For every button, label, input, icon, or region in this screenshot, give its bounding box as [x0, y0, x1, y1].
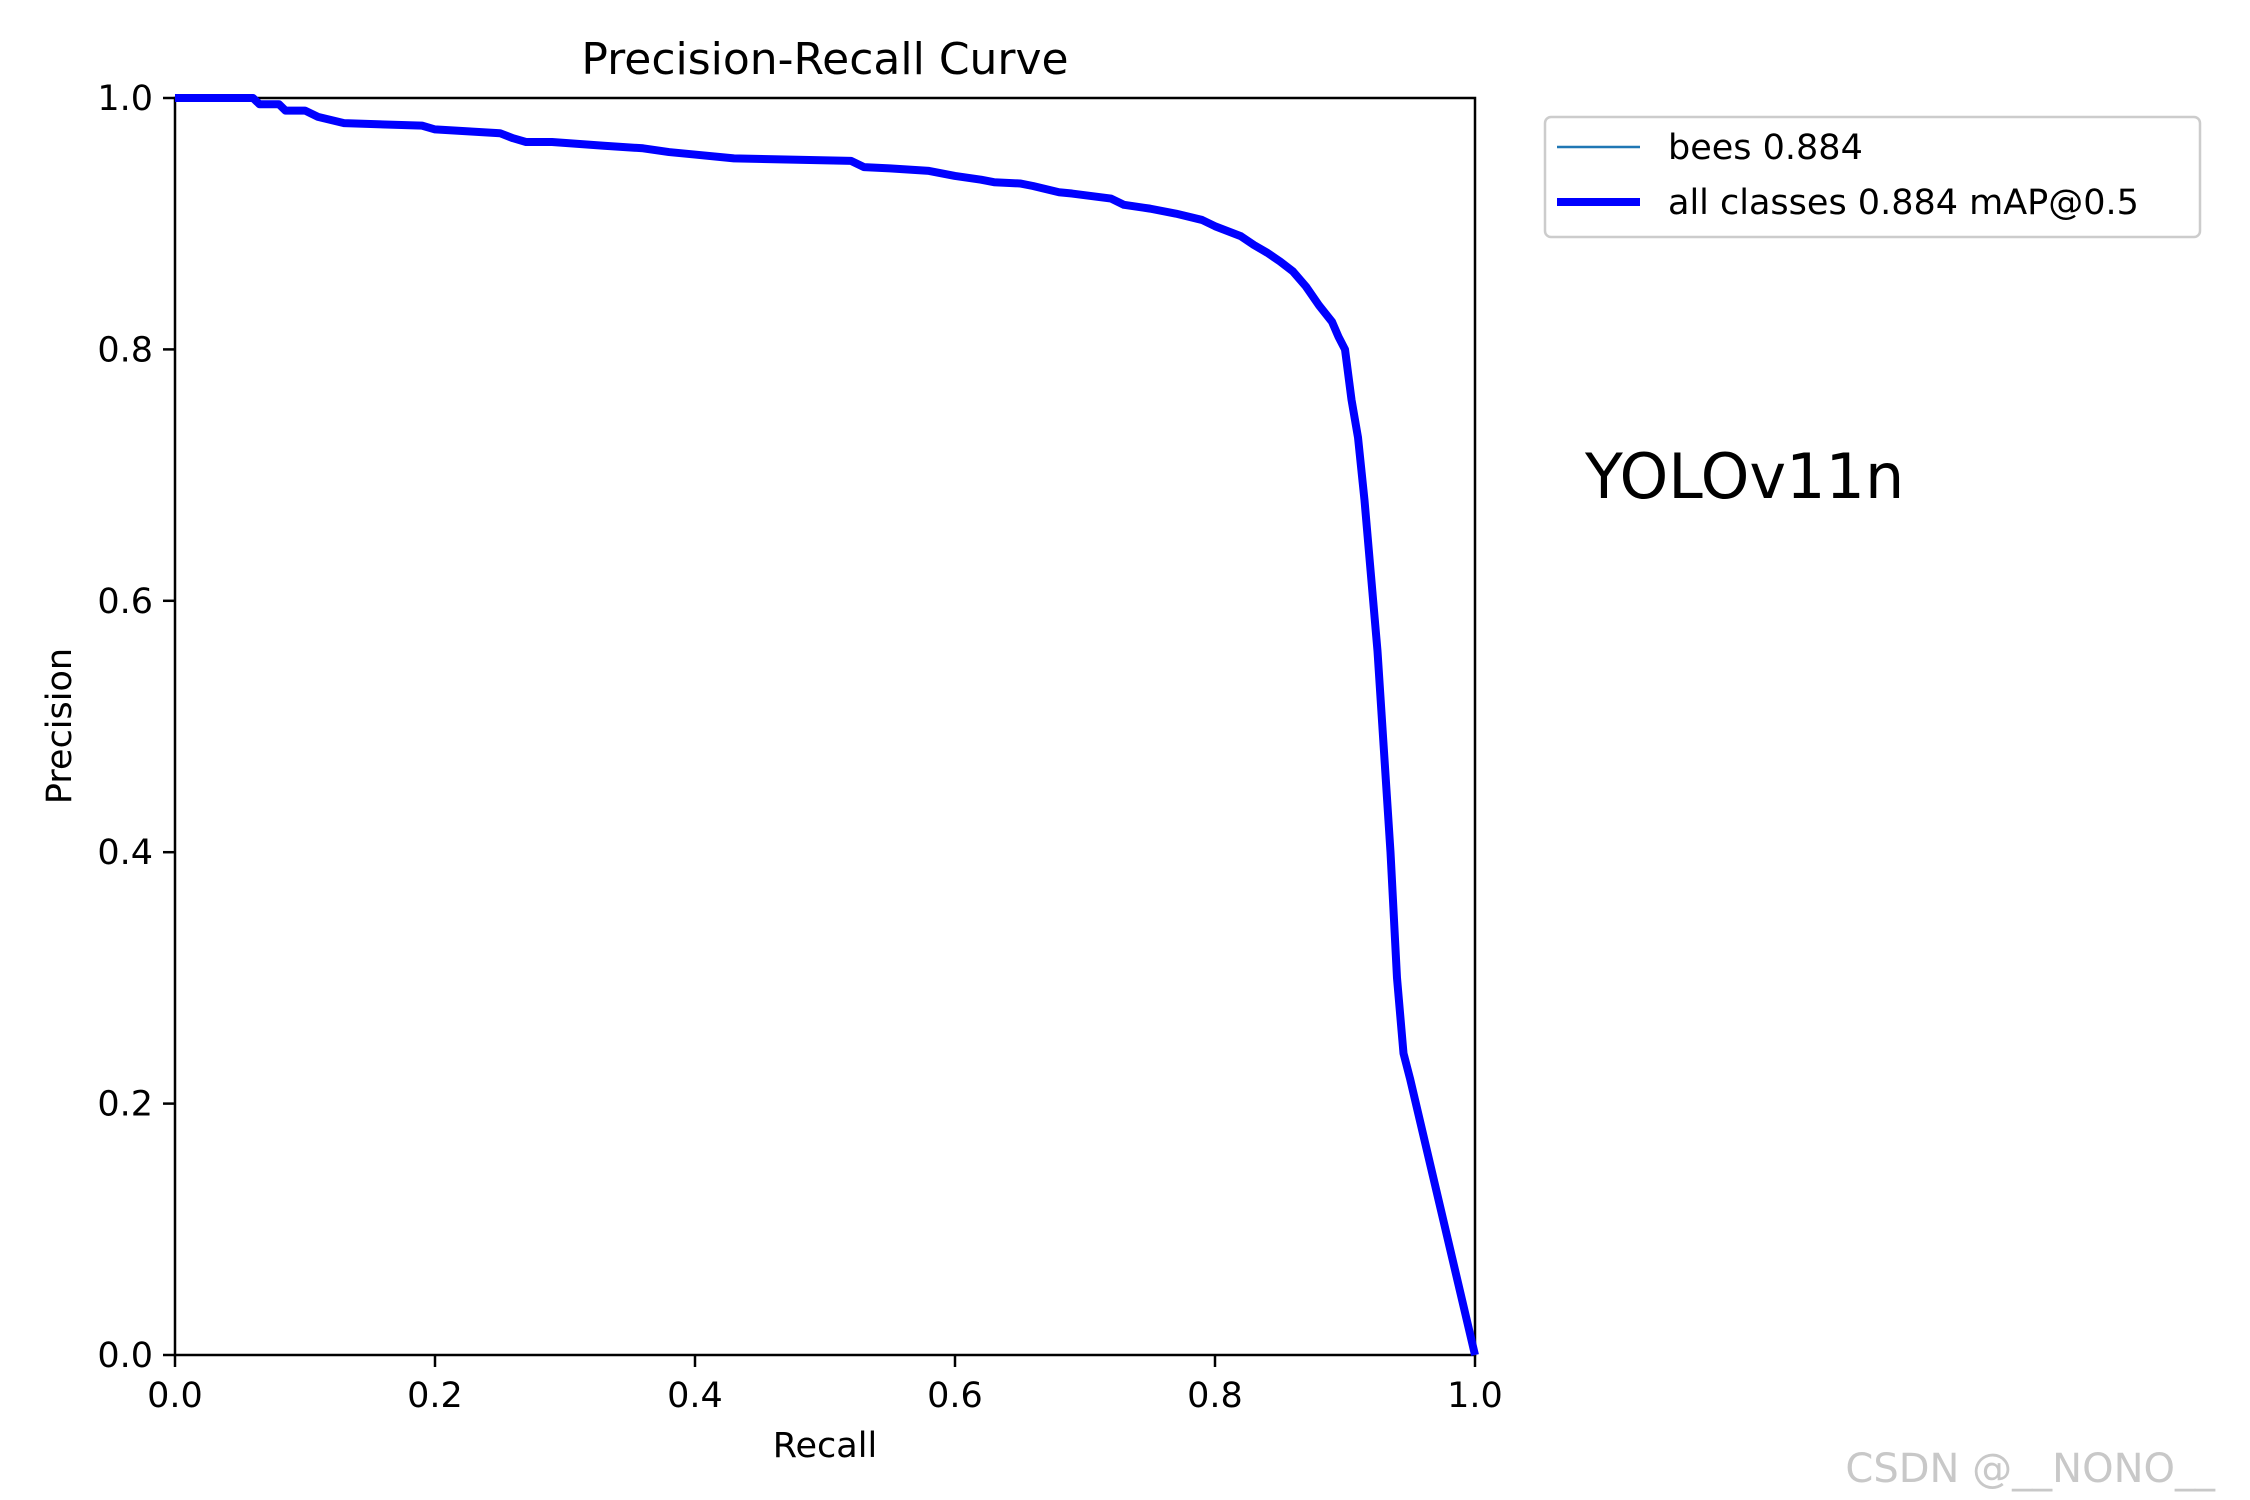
y-tick-label: 0.4 [97, 833, 153, 873]
model-annotation: YOLOv11n [1584, 440, 1904, 513]
y-tick-label: 0.0 [97, 1336, 153, 1376]
x-axis-label: Recall [773, 1426, 877, 1466]
legend-box [1543, 115, 2202, 239]
chart-title: Precision-Recall Curve [581, 34, 1068, 85]
y-tick-label: 1.0 [97, 79, 153, 119]
legend-label-bees: bees 0.884 [1668, 128, 1863, 168]
legend: bees 0.884 all classes 0.884 mAP@0.5 [1543, 115, 2202, 239]
x-tick-label: 0.6 [927, 1376, 983, 1416]
series-line-all-classes [175, 94, 1479, 1356]
x-tick-label: 0.8 [1187, 1376, 1243, 1416]
y-tick-label: 0.8 [97, 330, 153, 370]
y-tick-label: 0.6 [97, 582, 153, 622]
series-group [175, 94, 1479, 1356]
x-tick-label: 0.4 [667, 1376, 723, 1416]
y-axis-ticks: 0.0 0.2 0.4 0.6 0.8 1.0 [97, 79, 175, 1376]
x-tick-label: 1.0 [1447, 1376, 1503, 1416]
plot-area [173, 96, 1477, 1357]
legend-label-all-classes: all classes 0.884 mAP@0.5 [1668, 183, 2139, 223]
y-tick-label: 0.2 [97, 1085, 153, 1125]
y-axis-label: Precision [40, 648, 80, 804]
x-axis-ticks: 0.0 0.2 0.4 0.6 0.8 1.0 [147, 1355, 1503, 1416]
x-tick-label: 0.0 [147, 1376, 203, 1416]
x-tick-label: 0.2 [407, 1376, 463, 1416]
watermark: CSDN @__NONO__ [1845, 1446, 2216, 1492]
